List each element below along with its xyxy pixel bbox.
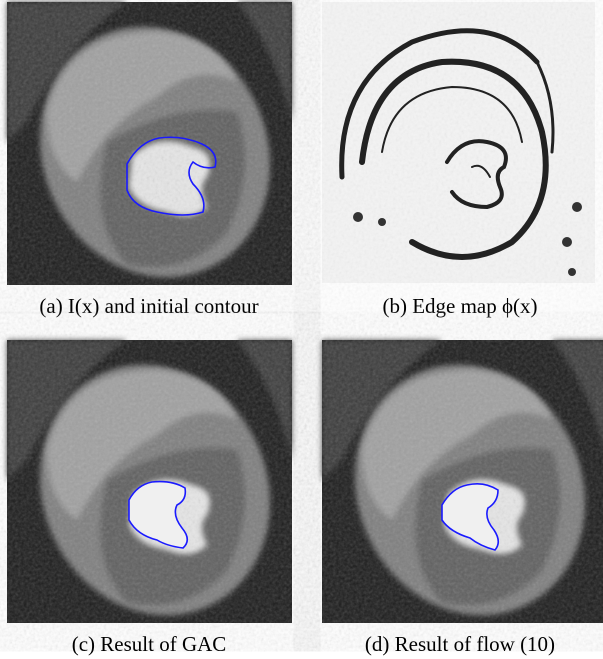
caption: (d) Result of flow (10) — [365, 632, 555, 656]
caption: (b) Edge map ϕ(x) — [382, 294, 537, 318]
caption: (a) I(x) and initial contour — [39, 294, 258, 318]
panel-c-image — [0, 327, 311, 654]
panel-d-image — [314, 327, 603, 654]
panel-a-image — [0, 0, 311, 315]
figure: (a) I(x) and initial contour (b) Edge ma… — [0, 0, 603, 659]
caption: (c) Result of GAC — [72, 632, 227, 656]
panel-b-image — [322, 2, 595, 283]
